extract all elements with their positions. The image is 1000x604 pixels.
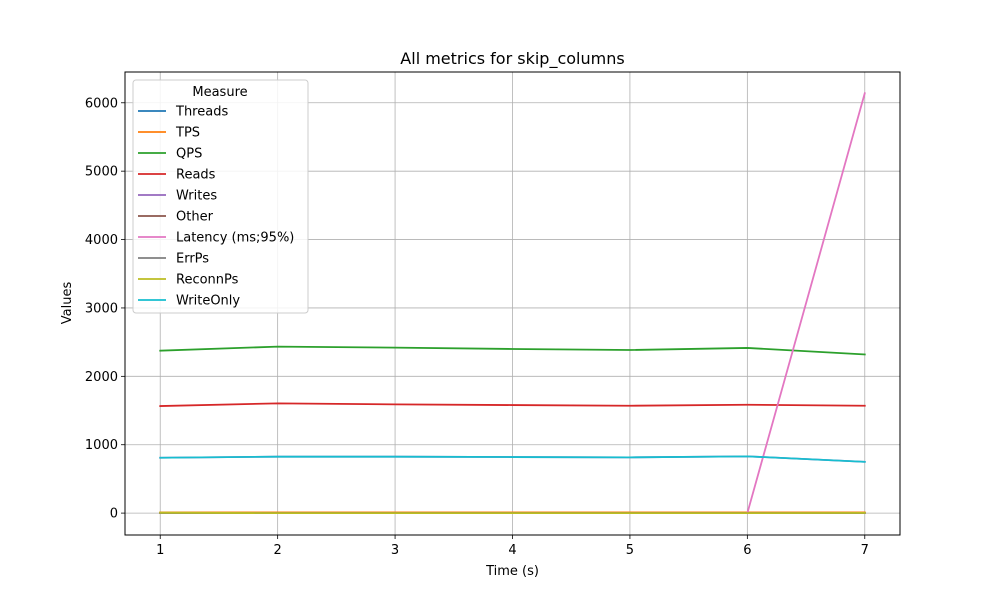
y-tick-label: 2000 [85,370,118,385]
chart-title: All metrics for skip_columns [400,49,624,69]
x-tick-label: 5 [626,543,634,558]
y-tick-label: 1000 [85,438,118,453]
y-axis-label: Values [60,282,75,325]
legend-label-writeonly: WriteOnly [176,294,240,309]
legend-label-writes: Writes [176,189,217,204]
legend-label-threads: Threads [175,105,228,120]
legend-label-other: Other [176,210,214,225]
legend-label-qps: QPS [176,147,202,162]
y-tick-label: 0 [110,507,118,522]
x-axis-label: Time (s) [485,564,539,579]
x-tick-label: 3 [391,543,399,558]
legend-label-reconnps: ReconnPs [176,273,239,288]
legend-title: Measure [192,85,247,100]
y-tick-label: 6000 [85,96,118,111]
legend: Measure Threads TPS QPS Reads Writes Other Lat… [133,80,308,313]
x-tick-label: 1 [156,543,164,558]
x-tick-label: 7 [861,543,869,558]
legend-label-tps: TPS [175,126,200,141]
y-tick-label: 5000 [85,165,118,180]
y-tick-label: 3000 [85,301,118,316]
legend-label-reads: Reads [176,168,216,183]
y-tick-label: 4000 [85,233,118,248]
x-tick-label: 6 [743,543,751,558]
legend-label-errps: ErrPs [176,252,209,267]
x-tick-label: 4 [508,543,516,558]
legend-label-latency-ms-95: Latency (ms;95%) [176,231,294,246]
x-tick-label: 2 [274,543,282,558]
